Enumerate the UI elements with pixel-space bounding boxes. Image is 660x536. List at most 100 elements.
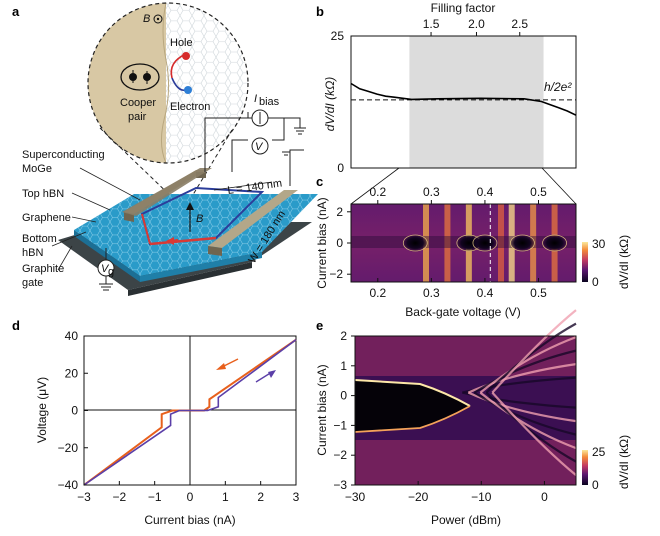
c-ylabel: Current bias (nA)	[315, 197, 329, 288]
e-y-ticks: 2 1 0 −1 −2 −3	[333, 329, 355, 492]
current-label: I	[254, 93, 257, 105]
d-xlabel: Current bias (nA)	[144, 513, 235, 527]
panel-d-chart: −3 −2 −1 0 1 2 3 40 20 0 −20 −40 Current bias (nA)…	[35, 329, 300, 527]
c-blob	[509, 234, 536, 252]
b-top-tick-label: 2.5	[511, 17, 528, 31]
c-upper-tick: 0.5	[530, 185, 547, 199]
e-superconducting-region	[355, 380, 470, 432]
panel-labels: a b c d e	[12, 4, 324, 333]
e-fringe-lower	[479, 391, 577, 450]
c-xtick: 0.3	[423, 286, 440, 300]
panel-e-heatmap: −30 −20 −10 0 2 1 0 −1 −2 −3 Power (dBm) Current…	[315, 309, 631, 527]
electron-icon	[184, 86, 192, 94]
b-series-line	[350, 82, 577, 116]
e-cbar-label: dV/dI (kΩ)	[617, 435, 631, 489]
e-fringes	[462, 309, 577, 476]
d-xtick: −1	[148, 490, 162, 504]
label-moge: MoGe	[22, 163, 52, 175]
field-symbol: B	[143, 13, 150, 25]
c-ytick: −2	[329, 267, 343, 281]
panel-c-heatmap: 0.2 0.3 0.4 0.5 0.2 0.3 0.4 0.5 2 0 −2 Back-gate…	[315, 185, 631, 319]
b-top-ticks: 1.5 2.0 2.5	[423, 17, 528, 36]
c-stripe	[444, 204, 451, 282]
c-blobs	[402, 234, 568, 252]
b-shaded-region	[409, 36, 544, 168]
label-leaders	[51, 167, 141, 271]
c-colorbar	[582, 242, 588, 282]
e-xtick: −20	[408, 490, 429, 504]
cooper-pair-icon	[120, 63, 160, 91]
lead-left	[122, 168, 212, 216]
d-arrow-up	[255, 370, 276, 383]
electron-label: Electron	[170, 101, 210, 113]
b-arrow-label: B	[196, 213, 203, 225]
e-ytick: 1	[340, 359, 347, 373]
e-xlabel: Power (dBm)	[431, 513, 501, 527]
d-ytick: 0	[71, 404, 78, 418]
d-xtick: 2	[257, 490, 264, 504]
e-ytick: −3	[333, 478, 347, 492]
e-fringe-lower	[467, 391, 577, 423]
e-ylabel: Current bias (nA)	[315, 364, 329, 455]
e-x-ticks: −30 −20 −10 0	[345, 481, 548, 504]
c-stripe	[498, 204, 504, 282]
d-ylabel: Voltage (μV)	[35, 377, 49, 443]
c-blob	[471, 234, 498, 252]
field-out-icon	[153, 14, 163, 24]
d-ytick: −20	[58, 441, 79, 455]
b-ytick-top: 25	[331, 29, 345, 43]
d-ytick: 20	[65, 366, 79, 380]
e-fringe-lower	[485, 391, 577, 463]
e-xtick: −10	[471, 490, 492, 504]
layer-labels: Superconducting MoGe Top hBN Graphene Bo…	[22, 149, 105, 289]
panel-label-c: c	[316, 174, 323, 189]
c-blob	[541, 234, 568, 252]
label-top-hbn: Top hBN	[22, 188, 64, 200]
b-reference-label: h/2e²	[544, 80, 572, 94]
c-cbar-label: dV/dI (kΩ)	[617, 235, 631, 289]
c-ytick: 0	[336, 236, 343, 250]
d-xtick: −2	[112, 490, 126, 504]
e-cbar-max: 25	[592, 445, 606, 459]
d-y-ticks: 40 20 0 −20 −40	[58, 329, 88, 492]
current-sub: bias	[259, 96, 280, 108]
c-cbar-max: 30	[592, 237, 606, 251]
label-graphene: Graphene	[22, 212, 71, 224]
panel-label-a: a	[12, 4, 20, 19]
d-xtick: 1	[222, 490, 229, 504]
e-ytick: −2	[333, 448, 347, 462]
c-upper-tick: 0.3	[423, 185, 440, 199]
lead-right	[208, 190, 298, 248]
b-ytick-bottom: 0	[337, 161, 344, 175]
c-ytick: 2	[336, 205, 343, 219]
e-fringe-lower	[473, 391, 577, 436]
c-xtick: 0.4	[477, 286, 494, 300]
e-fringe-upper	[479, 336, 577, 394]
panel-label-d: d	[12, 318, 20, 333]
e-ytick: 2	[340, 329, 347, 343]
c-upper-tick: 0.2	[369, 185, 386, 199]
label-gate: gate	[22, 277, 43, 289]
c-xtick: 0.5	[530, 286, 547, 300]
c-cbar-min: 0	[592, 275, 599, 289]
gate-meter-sub: g	[108, 266, 114, 278]
e-cbar-min: 0	[592, 478, 599, 492]
c-x-ticks: 0.2 0.3 0.4 0.5	[369, 278, 547, 300]
e-fringe-upper	[473, 349, 577, 394]
label-superconducting: Superconducting	[22, 149, 105, 161]
b-ylabel: dV/dI (kΩ)	[323, 77, 337, 131]
e-fringe-upper	[467, 363, 577, 394]
d-xtick: 3	[293, 490, 300, 504]
d-x-ticks: −3 −2 −1 0 1 2 3	[77, 481, 300, 504]
panel-label-e: e	[316, 318, 323, 333]
d-arrow-down	[216, 358, 239, 370]
b-top-axis-label: Filling factor	[431, 1, 496, 15]
b-top-tick-label: 1.5	[423, 17, 440, 31]
label-bottom: Bottom	[22, 233, 57, 245]
e-ytick: 0	[340, 389, 347, 403]
panel-label-b: b	[316, 4, 324, 19]
d-ytick: 40	[65, 329, 79, 343]
c-xtick: 0.2	[369, 286, 386, 300]
panel-a-schematic: B Cooper pair Hole Electron	[22, 2, 318, 296]
